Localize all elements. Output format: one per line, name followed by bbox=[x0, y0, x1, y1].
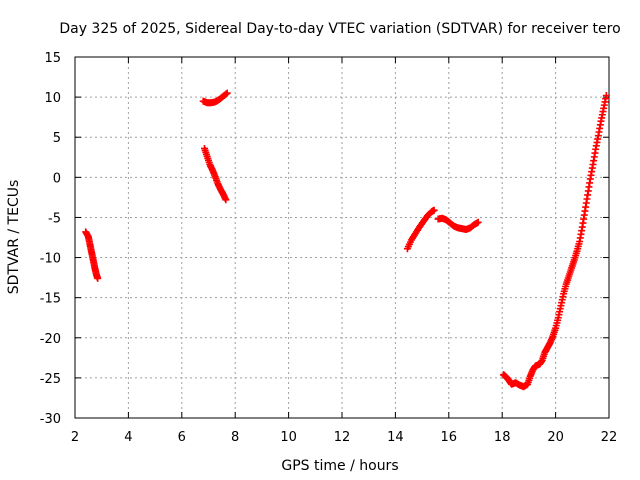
y-axis-label: SDTVAR / TECUs bbox=[6, 180, 22, 295]
y-tick-label: 5 bbox=[53, 131, 61, 146]
x-tick-label: 12 bbox=[334, 430, 351, 445]
y-tick-label: -30 bbox=[40, 412, 61, 427]
x-tick-label: 8 bbox=[231, 430, 239, 445]
x-tick-label: 18 bbox=[494, 430, 511, 445]
chart-title: Day 325 of 2025, Sidereal Day-to-day VTE… bbox=[59, 21, 620, 37]
data-point bbox=[222, 196, 230, 204]
x-tick-label: 6 bbox=[178, 430, 186, 445]
data-point bbox=[474, 218, 482, 226]
x-axis: 2 4 6 8 10 12 14 16 18 20 22 bbox=[71, 57, 617, 445]
data-point bbox=[430, 206, 438, 214]
y-tick-label: -10 bbox=[40, 252, 61, 267]
data-point bbox=[223, 89, 231, 97]
x-tick-label: 10 bbox=[280, 430, 297, 445]
data-point bbox=[602, 92, 610, 100]
y-tick-label: 10 bbox=[44, 91, 61, 106]
x-tick-label: 2 bbox=[71, 430, 79, 445]
y-tick-label: 15 bbox=[44, 51, 61, 66]
y-tick-label: -15 bbox=[40, 292, 61, 307]
x-tick-label: 20 bbox=[547, 430, 564, 445]
x-axis-label: GPS time / hours bbox=[281, 458, 398, 474]
x-tick-label: 14 bbox=[387, 430, 404, 445]
y-axis: -30 -25 -20 -15 -10 -5 0 5 10 15 bbox=[40, 51, 609, 427]
data-points bbox=[82, 89, 610, 391]
x-tick-label: 22 bbox=[601, 430, 618, 445]
y-tick-label: 0 bbox=[53, 171, 61, 186]
y-tick-label: -25 bbox=[40, 372, 61, 387]
y-tick-label: -5 bbox=[48, 211, 61, 226]
x-tick-label: 4 bbox=[124, 430, 132, 445]
grid bbox=[75, 57, 609, 418]
data-point bbox=[94, 274, 102, 282]
x-tick-label: 16 bbox=[441, 430, 458, 445]
data-point bbox=[222, 90, 230, 98]
y-tick-label: -20 bbox=[40, 332, 61, 347]
